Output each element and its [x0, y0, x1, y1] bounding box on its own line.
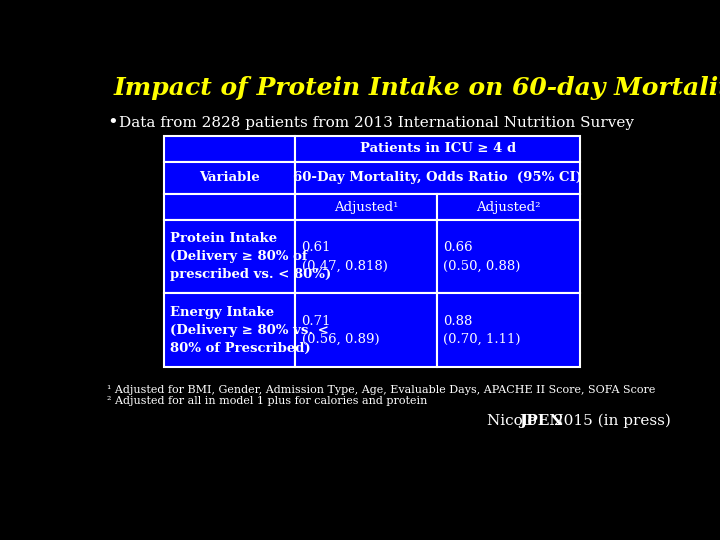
Text: Nicolo: Nicolo — [487, 414, 541, 428]
Bar — [163, 162, 295, 194]
Text: Impact of Protein Intake on 60-day Mortality: Impact of Protein Intake on 60-day Morta… — [113, 76, 720, 100]
Text: 0.61
(0.47, 0.818): 0.61 (0.47, 0.818) — [302, 241, 387, 272]
Text: ² Adjusted for all in model 1 plus for calories and protein: ² Adjusted for all in model 1 plus for c… — [107, 396, 428, 406]
Text: ¹ Adjusted for BMI, Gender, Admission Type, Age, Evaluable Days, APACHE II Score: ¹ Adjusted for BMI, Gender, Admission Ty… — [107, 384, 655, 395]
Text: JPEN: JPEN — [519, 414, 564, 428]
Text: 2015 (in press): 2015 (in press) — [549, 413, 670, 428]
Text: 0.88
(0.70, 1.11): 0.88 (0.70, 1.11) — [444, 315, 521, 346]
Bar — [163, 220, 295, 294]
Text: Variable: Variable — [199, 172, 260, 185]
Text: •: • — [107, 113, 118, 132]
Bar — [163, 136, 295, 162]
Text: Adjusted²: Adjusted² — [476, 201, 541, 214]
Bar — [295, 136, 580, 162]
Text: Protein Intake
(Delivery ≥ 80% of
prescribed vs. < 80%): Protein Intake (Delivery ≥ 80% of prescr… — [170, 232, 331, 281]
Text: 0.71
(0.56, 0.89): 0.71 (0.56, 0.89) — [302, 315, 379, 346]
Bar — [295, 293, 437, 367]
Bar — [295, 220, 437, 294]
Text: Energy Intake
(Delivery ≥ 80% vs. <
80% of Prescribed): Energy Intake (Delivery ≥ 80% vs. < 80% … — [170, 306, 329, 355]
Bar — [295, 194, 437, 220]
Bar — [295, 162, 580, 194]
Bar — [437, 194, 580, 220]
Text: Data from 2828 patients from 2013 International Nutrition Survey: Data from 2828 patients from 2013 Intern… — [120, 116, 634, 130]
Text: 60-Day Mortality, Odds Ratio  (95% CI): 60-Day Mortality, Odds Ratio (95% CI) — [293, 172, 582, 185]
Bar — [163, 293, 295, 367]
Bar — [437, 220, 580, 294]
Text: Adjusted¹: Adjusted¹ — [334, 201, 398, 214]
Text: Patients in ICU ≥ 4 d: Patients in ICU ≥ 4 d — [359, 142, 516, 155]
Bar — [163, 194, 295, 220]
Bar — [437, 293, 580, 367]
Text: 0.66
(0.50, 0.88): 0.66 (0.50, 0.88) — [444, 241, 521, 272]
